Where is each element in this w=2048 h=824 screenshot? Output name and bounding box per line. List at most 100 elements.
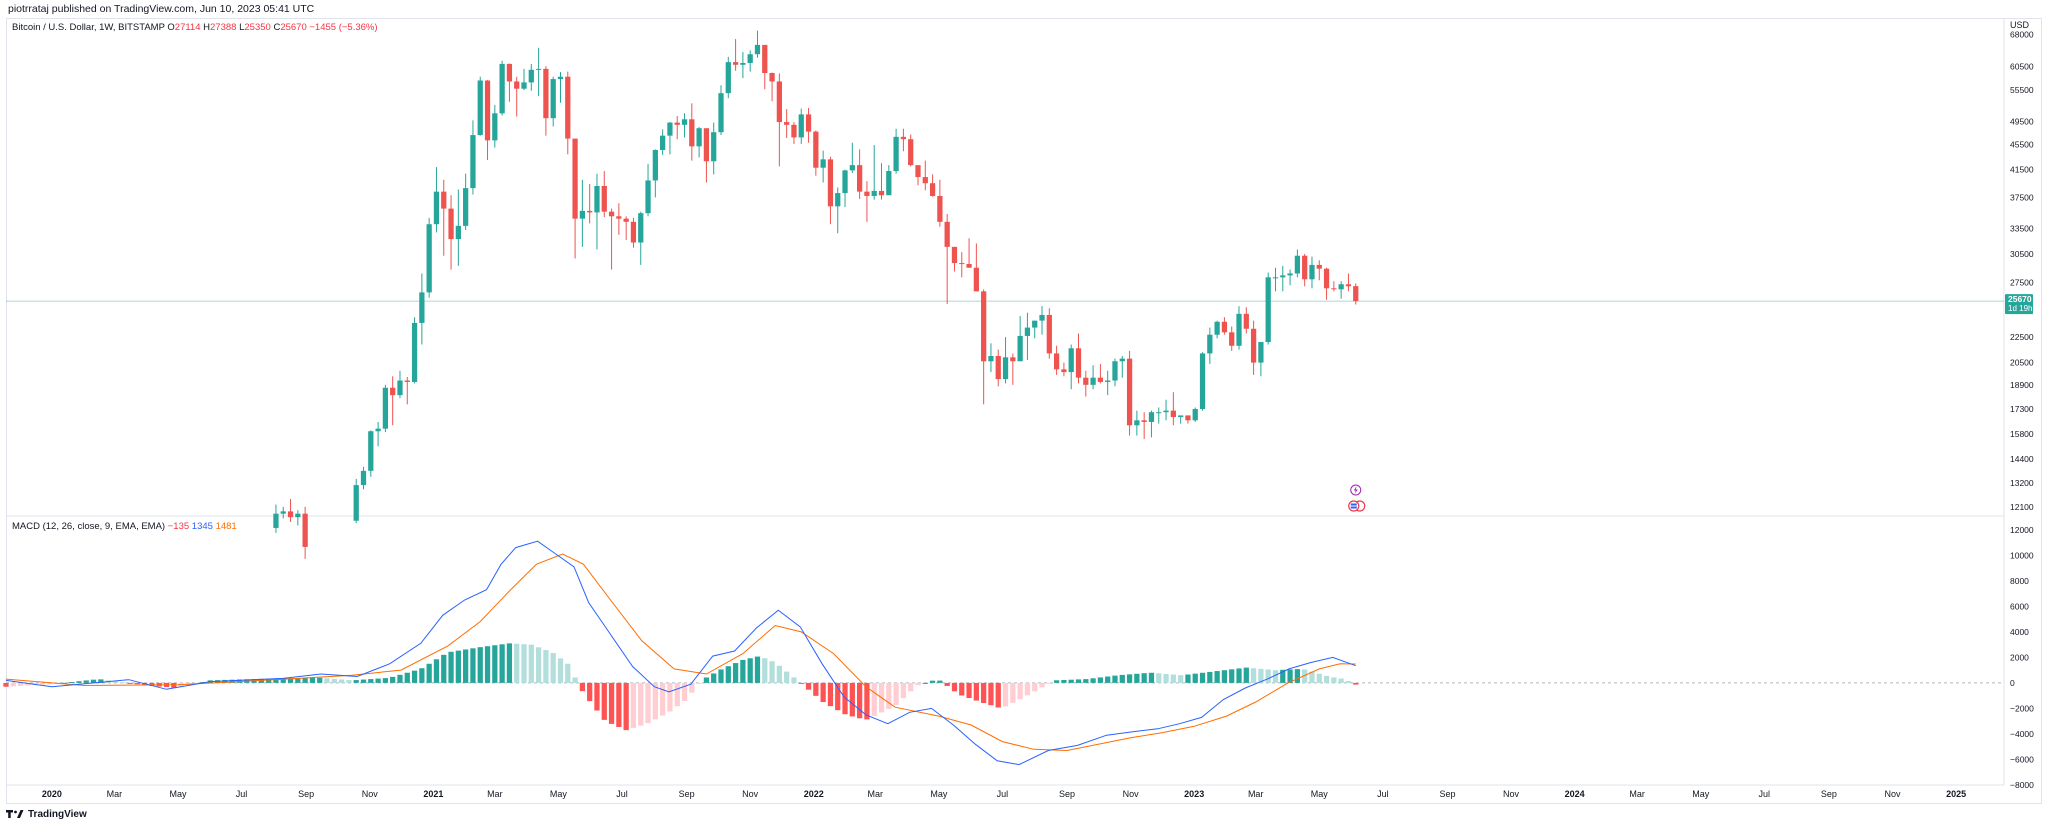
candle[interactable]	[674, 116, 680, 140]
candle[interactable]	[1207, 327, 1213, 364]
candle[interactable]	[368, 430, 374, 477]
candle[interactable]	[1272, 267, 1279, 292]
candle[interactable]	[601, 171, 607, 218]
candle[interactable]	[514, 76, 520, 117]
candle[interactable]	[1353, 283, 1359, 305]
tradingview-logo-icon[interactable]	[6, 809, 24, 819]
candle[interactable]	[455, 189, 461, 266]
candle[interactable]	[1309, 256, 1315, 289]
candle[interactable]	[937, 179, 943, 227]
candle[interactable]	[842, 169, 848, 208]
candle[interactable]	[886, 165, 892, 196]
candle[interactable]	[929, 174, 936, 197]
candle[interactable]	[273, 504, 279, 533]
candle[interactable]	[660, 129, 666, 155]
macd-title[interactable]: MACD (12, 26, close, 9, EMA, EMA)	[12, 521, 166, 532]
candle[interactable]	[1258, 342, 1264, 377]
candle[interactable]	[594, 173, 600, 250]
candle[interactable]	[638, 211, 644, 265]
candle[interactable]	[1032, 320, 1038, 339]
candle[interactable]	[484, 80, 491, 160]
candle[interactable]	[762, 44, 768, 90]
candle[interactable]	[835, 187, 841, 234]
candle[interactable]	[856, 149, 863, 199]
candle[interactable]	[849, 142, 855, 174]
candle[interactable]	[696, 127, 702, 158]
candle[interactable]	[521, 68, 527, 91]
candle[interactable]	[813, 130, 819, 176]
candle[interactable]	[995, 349, 1001, 387]
candle[interactable]	[360, 466, 367, 490]
candle[interactable]	[1250, 320, 1257, 375]
candle[interactable]	[922, 160, 928, 191]
candle[interactable]	[1170, 392, 1176, 426]
candle[interactable]	[470, 120, 476, 195]
candle[interactable]	[645, 163, 651, 217]
symbol-title[interactable]: Bitcoin / U.S. Dollar, 1W, BITSTAMP	[12, 22, 165, 33]
candle[interactable]	[506, 63, 513, 102]
candle[interactable]	[944, 213, 950, 304]
candle[interactable]	[550, 76, 556, 127]
candle[interactable]	[754, 30, 761, 58]
candle[interactable]	[1126, 350, 1133, 436]
candle[interactable]	[908, 134, 914, 167]
economic-event-flags-icon[interactable]	[1348, 500, 1366, 512]
candle[interactable]	[1199, 352, 1206, 411]
candle[interactable]	[784, 109, 790, 138]
candle[interactable]	[1302, 253, 1308, 287]
candle[interactable]	[1280, 265, 1286, 292]
candle[interactable]	[1061, 362, 1067, 377]
dividend-event-icon[interactable]	[1350, 484, 1362, 496]
candle[interactable]	[703, 128, 710, 183]
candle[interactable]	[1287, 269, 1293, 286]
candle[interactable]	[1046, 308, 1052, 359]
candle[interactable]	[1229, 326, 1235, 351]
candle[interactable]	[382, 384, 389, 433]
candle[interactable]	[1185, 415, 1191, 424]
candle[interactable]	[988, 343, 994, 373]
candle[interactable]	[732, 39, 739, 71]
candle[interactable]	[1039, 306, 1045, 335]
candle[interactable]	[616, 203, 622, 235]
candle[interactable]	[667, 122, 673, 155]
candle[interactable]	[411, 317, 418, 384]
candle[interactable]	[1112, 358, 1118, 387]
candle[interactable]	[1090, 365, 1096, 390]
candle[interactable]	[587, 183, 593, 224]
candle[interactable]	[966, 238, 972, 268]
candle[interactable]	[1345, 273, 1352, 292]
candle[interactable]	[295, 510, 301, 526]
candle[interactable]	[747, 50, 753, 72]
candle[interactable]	[871, 145, 877, 200]
candle[interactable]	[725, 56, 731, 99]
candle[interactable]	[572, 138, 578, 259]
candle[interactable]	[718, 85, 724, 136]
candle[interactable]	[441, 179, 447, 256]
candle[interactable]	[1002, 337, 1009, 384]
candle[interactable]	[1148, 410, 1155, 438]
candle[interactable]	[1236, 306, 1242, 350]
candle[interactable]	[893, 128, 899, 174]
candle[interactable]	[1294, 249, 1301, 278]
candle[interactable]	[623, 216, 629, 240]
candle[interactable]	[981, 289, 987, 405]
candle[interactable]	[543, 66, 549, 136]
candle[interactable]	[1323, 267, 1330, 300]
candle[interactable]	[1163, 399, 1169, 421]
candle[interactable]	[1119, 356, 1125, 378]
candle[interactable]	[1214, 320, 1220, 339]
candle[interactable]	[528, 63, 534, 91]
candle[interactable]	[827, 156, 834, 225]
candle[interactable]	[1221, 317, 1228, 335]
candle[interactable]	[463, 173, 469, 230]
candle[interactable]	[579, 179, 586, 247]
candle[interactable]	[375, 421, 381, 447]
candle[interactable]	[711, 122, 717, 175]
candle[interactable]	[689, 103, 695, 161]
candle[interactable]	[915, 165, 921, 186]
candle[interactable]	[1316, 260, 1322, 281]
candle[interactable]	[769, 72, 775, 102]
candle[interactable]	[1105, 370, 1111, 396]
candle[interactable]	[565, 71, 571, 155]
